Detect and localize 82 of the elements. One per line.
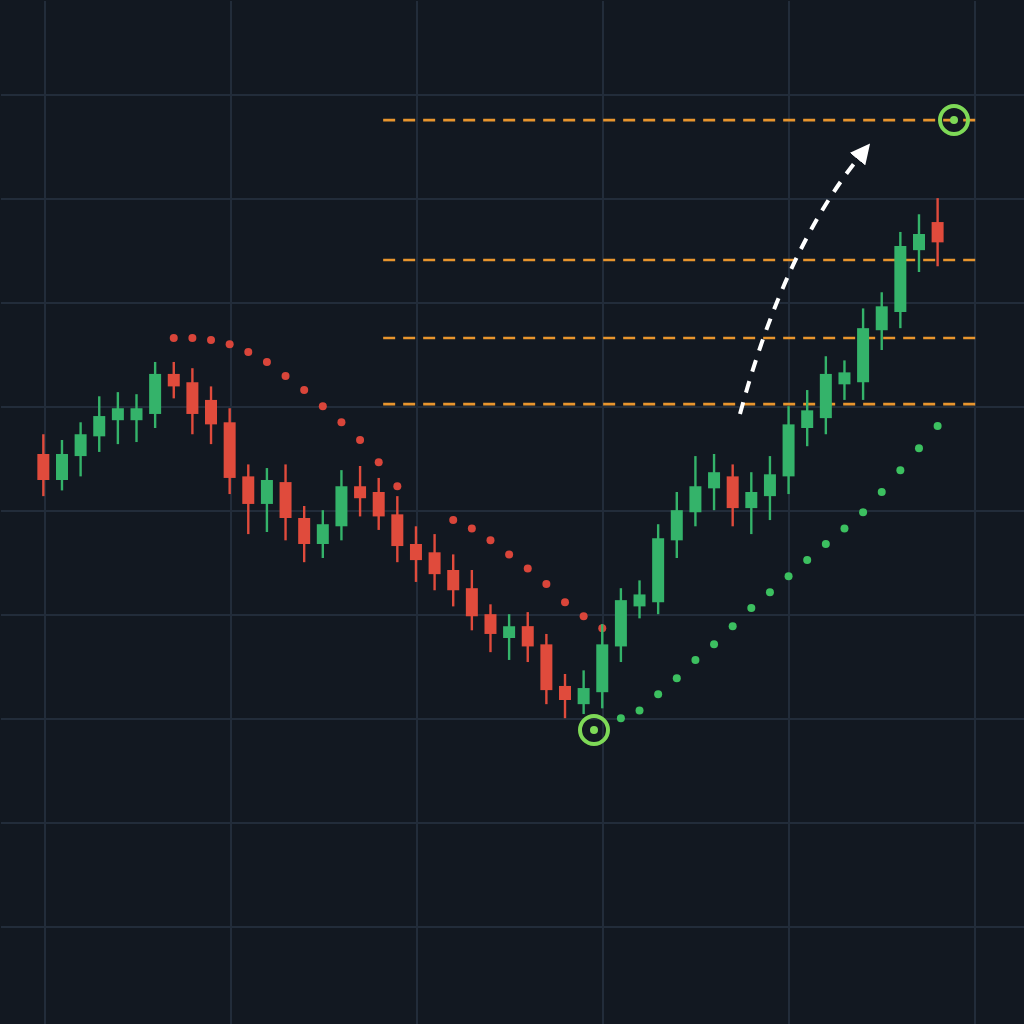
point	[691, 655, 700, 664]
candlestick	[763, 454, 776, 522]
point	[505, 550, 514, 559]
candlestick	[614, 586, 627, 664]
point	[616, 714, 625, 723]
candlestick	[279, 463, 292, 542]
candlestick	[37, 433, 50, 498]
candlestick	[503, 612, 516, 662]
candlestick	[577, 669, 590, 716]
candlestick	[74, 421, 87, 478]
point	[561, 598, 569, 607]
point	[318, 402, 327, 411]
candlestick	[708, 452, 721, 512]
point	[710, 640, 719, 649]
point	[896, 466, 905, 475]
point	[821, 539, 830, 548]
point	[188, 334, 197, 343]
candlestick	[316, 508, 329, 560]
point	[728, 622, 737, 631]
candlestick	[298, 504, 311, 564]
point	[300, 386, 309, 395]
candlestick	[186, 367, 199, 436]
point	[765, 588, 774, 597]
candlestick	[167, 360, 180, 400]
point	[840, 524, 849, 533]
point	[877, 487, 886, 496]
candlestick	[670, 490, 683, 560]
candlestick	[521, 610, 534, 664]
candlestick	[838, 359, 851, 402]
point	[449, 516, 458, 525]
point	[356, 435, 365, 444]
candlestick	[819, 355, 832, 436]
point	[747, 603, 756, 612]
candlestick	[391, 494, 404, 564]
candlestick	[801, 388, 814, 448]
point	[635, 706, 644, 715]
point	[579, 612, 588, 621]
point	[523, 564, 532, 573]
candlestick	[447, 553, 460, 608]
point	[672, 674, 681, 683]
point	[467, 524, 476, 533]
point	[281, 372, 290, 380]
point	[803, 556, 812, 565]
point	[542, 580, 551, 589]
candlestick	[149, 360, 162, 430]
candlestick	[689, 454, 702, 528]
point	[337, 418, 346, 427]
candlestick	[875, 291, 888, 352]
point	[169, 334, 178, 343]
candlestick	[484, 603, 497, 654]
point	[914, 444, 923, 453]
candlestick	[559, 672, 571, 720]
point	[654, 690, 663, 699]
point	[262, 357, 271, 366]
candlestick	[111, 390, 124, 446]
point	[784, 572, 793, 581]
point	[393, 482, 402, 491]
candlestick	[260, 466, 273, 534]
point	[933, 421, 942, 430]
candlestick	[93, 395, 106, 454]
candlestick	[354, 464, 367, 518]
candlestick	[409, 525, 422, 584]
candlestick	[205, 385, 218, 446]
point	[225, 340, 234, 349]
candlestick	[912, 213, 925, 274]
candlestick	[242, 463, 255, 536]
candlestick	[428, 532, 441, 592]
point	[207, 336, 216, 345]
candlestick	[540, 632, 553, 706]
point	[244, 348, 253, 357]
point	[374, 458, 383, 467]
candlestick	[335, 468, 348, 542]
candlestick	[372, 476, 385, 532]
candlestick	[931, 196, 944, 268]
point	[859, 508, 868, 517]
candlestick	[130, 393, 143, 444]
point	[486, 536, 495, 545]
candlestick	[55, 438, 68, 492]
candlestick	[745, 471, 758, 536]
candlestick	[465, 568, 478, 632]
candlestick	[726, 463, 739, 528]
candlestick	[633, 579, 646, 620]
